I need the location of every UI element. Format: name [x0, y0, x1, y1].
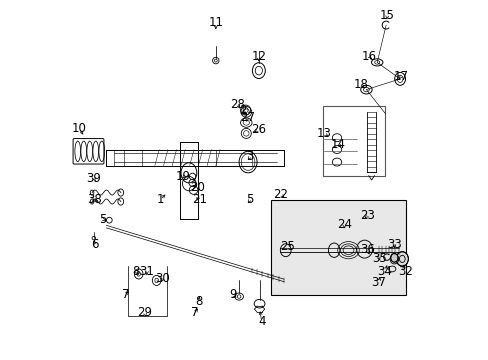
Text: 26: 26 — [250, 123, 265, 136]
Ellipse shape — [395, 252, 407, 266]
Text: 11: 11 — [208, 17, 223, 30]
Text: 12: 12 — [251, 50, 266, 63]
Text: 35: 35 — [371, 252, 386, 265]
Text: 27: 27 — [240, 111, 254, 124]
Text: 20: 20 — [189, 181, 204, 194]
Text: 21: 21 — [192, 193, 207, 206]
Text: 3: 3 — [245, 150, 253, 163]
Text: 29: 29 — [137, 306, 152, 319]
Text: 6: 6 — [91, 238, 98, 251]
Text: 19: 19 — [175, 170, 190, 183]
Text: 8: 8 — [195, 296, 202, 309]
Text: 24: 24 — [336, 218, 351, 231]
Text: 10: 10 — [71, 122, 86, 135]
Text: 1: 1 — [156, 193, 163, 206]
Text: 15: 15 — [379, 9, 394, 22]
Text: 7: 7 — [122, 288, 129, 301]
Bar — [271, 200, 405, 295]
Text: 16: 16 — [361, 50, 376, 63]
Text: 2: 2 — [239, 104, 246, 117]
Text: 5: 5 — [245, 193, 253, 206]
Text: 36: 36 — [359, 243, 374, 256]
Text: 32: 32 — [397, 265, 412, 278]
Text: 5: 5 — [99, 213, 106, 226]
Text: 23: 23 — [359, 210, 374, 222]
Text: 9: 9 — [229, 288, 236, 301]
Text: 4: 4 — [258, 315, 265, 328]
Text: 34: 34 — [377, 265, 392, 278]
Text: 33: 33 — [386, 238, 401, 251]
Text: 39: 39 — [86, 172, 101, 185]
Ellipse shape — [390, 253, 397, 262]
Text: 37: 37 — [371, 276, 386, 289]
Text: 14: 14 — [330, 138, 345, 150]
Text: 25: 25 — [280, 240, 294, 253]
Text: 31: 31 — [139, 265, 154, 278]
Text: 18: 18 — [353, 78, 368, 91]
Text: 8: 8 — [132, 265, 140, 278]
Text: 28: 28 — [230, 98, 245, 111]
Text: 17: 17 — [393, 69, 408, 82]
Text: 30: 30 — [155, 272, 170, 285]
Text: 13: 13 — [316, 127, 331, 140]
Text: 7: 7 — [191, 306, 198, 319]
Bar — [322, 107, 385, 176]
Text: 38: 38 — [87, 193, 102, 206]
Text: 22: 22 — [272, 188, 287, 201]
